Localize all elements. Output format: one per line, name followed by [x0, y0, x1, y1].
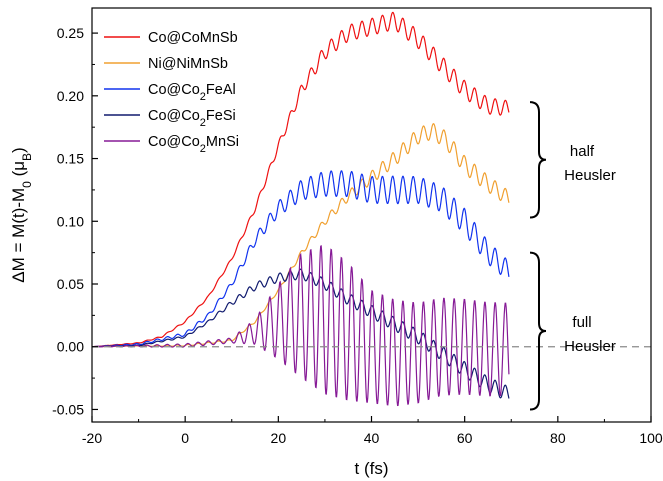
- legend-label: Co@CoMnSb: [148, 30, 238, 46]
- x-tick-label: 80: [550, 430, 566, 446]
- brace-label-line2: Heusler: [564, 338, 616, 355]
- brace-annotations: half Heusler full Heusler: [529, 101, 616, 411]
- y-tick-label: 0.05: [57, 276, 84, 292]
- x-tick-label: 0: [181, 430, 189, 446]
- axis-ticks: -20 0 20 40 60 80 100 -0.05 0.00 0.05 0.10 0.15 0.20…: [52, 25, 663, 446]
- series-layer: [91, 11, 510, 407]
- legend-label: Co@Co2MnSi: [148, 134, 239, 155]
- x-tick-label: 100: [639, 430, 663, 446]
- brace-label-line2: Heusler: [564, 167, 616, 184]
- brace-label-line1: half: [570, 143, 595, 160]
- series-line-3: [91, 170, 510, 348]
- y-tick-label: 0.25: [57, 25, 84, 41]
- legend-label: Co@Co2FeAl: [148, 82, 236, 103]
- y-tick-label: 0.10: [57, 213, 84, 229]
- legend-label: Ni@NiMnSb: [148, 56, 228, 72]
- x-tick-label: 60: [457, 430, 473, 446]
- legend-label: Co@Co2FeSi: [148, 108, 236, 129]
- series-line-1: [91, 11, 510, 348]
- series-line-5: [91, 245, 510, 407]
- y-tick-label: 0.00: [57, 339, 84, 355]
- y-tick-label: 0.20: [57, 88, 84, 104]
- brace-2: [529, 251, 547, 411]
- series-line-4: [91, 268, 510, 399]
- y-axis-title: ΔM = M(t)-M0 (μB): [9, 147, 34, 282]
- y-tick-label: -0.05: [52, 401, 84, 417]
- y-tick-label: 0.15: [57, 151, 84, 167]
- x-tick-label: -20: [82, 430, 102, 446]
- x-tick-label: 40: [364, 430, 380, 446]
- brace-1: [529, 101, 547, 219]
- series-line-2: [91, 122, 510, 348]
- x-tick-label: 20: [271, 430, 287, 446]
- legend: Co@CoMnSb Ni@NiMnSb Co@Co2FeAl Co@Co2FeSi Co…: [104, 30, 239, 155]
- x-axis-title: t (fs): [355, 459, 389, 478]
- brace-label-line1: full: [572, 314, 591, 331]
